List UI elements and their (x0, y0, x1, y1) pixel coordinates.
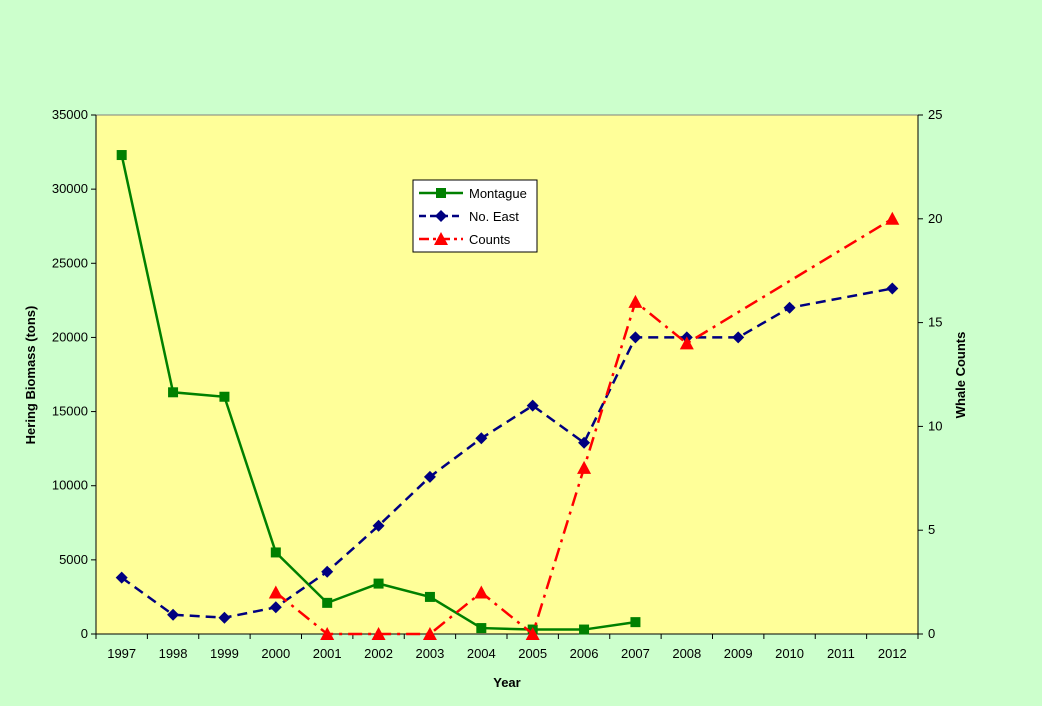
legend-marker-montague (436, 188, 446, 198)
data-point-montague (476, 623, 487, 634)
data-point-no-east (783, 301, 796, 314)
x-tick-label: 2005 (518, 646, 547, 661)
data-point-no-east (115, 571, 128, 584)
x-tick-label: 2012 (878, 646, 907, 661)
left-tick-label: 5000 (59, 552, 88, 567)
data-point-montague (219, 391, 230, 402)
data-point-no-east (167, 608, 180, 621)
legend: Montague No. East Counts (412, 179, 538, 253)
data-point-no-east (423, 470, 436, 483)
data-point-montague (270, 547, 281, 558)
data-point-no-east (886, 282, 899, 295)
left-tick-label: 0 (81, 626, 88, 641)
x-tick-label: 2002 (364, 646, 393, 661)
x-tick-label: 2000 (261, 646, 290, 661)
data-point-montague (630, 617, 641, 628)
x-tick-label: 2007 (621, 646, 650, 661)
data-point-counts (628, 294, 643, 308)
data-point-no-east (526, 399, 539, 412)
x-tick-label: 1998 (159, 646, 188, 661)
x-tick-label: 2010 (775, 646, 804, 661)
tick-layer: 0 5000 10000 15000 20000 25000 30000 35000 0 5 10 1… (52, 107, 943, 661)
x-tick-label: 2001 (313, 646, 342, 661)
data-point-montague (373, 578, 384, 589)
data-point-no-east (321, 565, 334, 578)
data-point-no-east (372, 519, 385, 532)
data-point-no-east (629, 331, 642, 344)
data-point-counts (371, 627, 386, 640)
data-point-counts (320, 627, 335, 640)
x-tick-label: 2008 (672, 646, 701, 661)
data-point-montague (168, 387, 179, 398)
legend-label-montague: Montague (469, 186, 527, 201)
series-counts (268, 211, 900, 640)
data-point-counts (525, 627, 540, 640)
left-tick-label: 20000 (52, 329, 88, 344)
y2-axis-title: Whale Counts (953, 332, 968, 419)
left-tick-label: 25000 (52, 255, 88, 270)
data-point-montague (424, 591, 435, 602)
y-axis-title: Hering Biomass (tons) (23, 306, 38, 445)
right-tick-label: 20 (928, 211, 942, 226)
data-point-montague (322, 597, 333, 608)
data-point-montague (116, 150, 127, 161)
legend-label-counts: Counts (469, 232, 511, 247)
data-point-montague (579, 624, 590, 635)
left-tick-label: 10000 (52, 478, 88, 493)
data-point-counts (679, 336, 694, 350)
series-layer (115, 150, 900, 640)
legend-label-no-east: No. East (469, 209, 519, 224)
right-tick-label: 15 (928, 315, 942, 330)
x-tick-label: 1997 (107, 646, 136, 661)
data-point-counts (422, 627, 437, 640)
legend-marker-counts (434, 232, 448, 245)
legend-marker-no-east (435, 210, 447, 222)
x-tick-label: 2003 (415, 646, 444, 661)
data-point-no-east (578, 436, 591, 449)
x-tick-label: 2009 (724, 646, 753, 661)
data-point-counts (474, 585, 489, 599)
left-tick-label: 15000 (52, 404, 88, 419)
data-point-counts (885, 211, 900, 225)
x-tick-label: 1999 (210, 646, 239, 661)
series-no-east (115, 282, 899, 624)
data-point-no-east (732, 331, 745, 344)
x-tick-label: 2006 (570, 646, 599, 661)
left-tick-label: 35000 (52, 107, 88, 122)
left-tick-label: 30000 (52, 181, 88, 196)
right-tick-label: 0 (928, 626, 935, 641)
x-tick-label: 2004 (467, 646, 496, 661)
right-tick-label: 25 (928, 107, 942, 122)
right-tick-label: 5 (928, 522, 935, 537)
right-tick-label: 10 (928, 418, 942, 433)
x-tick-label: 2011 (827, 646, 855, 661)
x-axis-title: Year (493, 675, 520, 690)
data-point-counts (577, 460, 592, 474)
data-point-counts (268, 585, 283, 599)
data-point-no-east (218, 611, 231, 624)
data-point-no-east (269, 601, 282, 614)
series-line-counts (275, 217, 893, 637)
data-point-no-east (475, 432, 488, 445)
